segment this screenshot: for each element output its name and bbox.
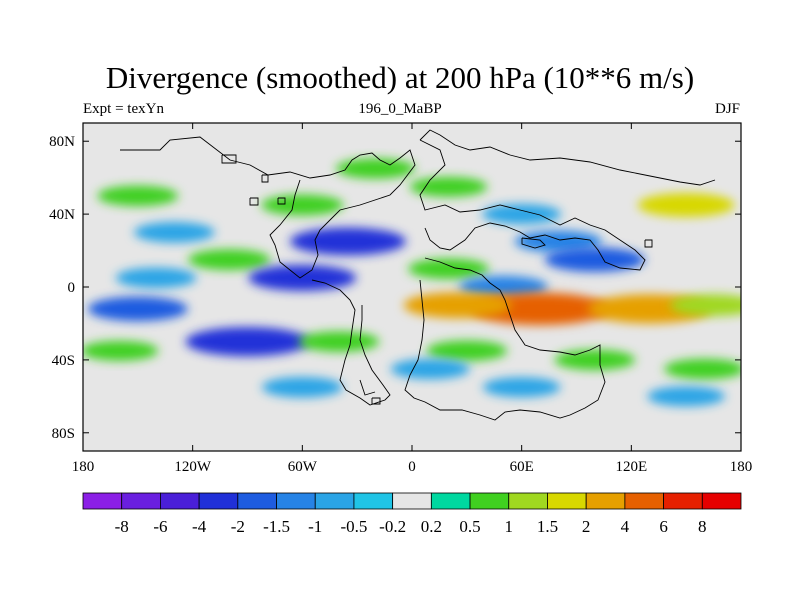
- colorbar-box-8: [392, 492, 432, 510]
- colorbar-box-13: [585, 492, 626, 510]
- colorbar-box-1: [121, 492, 161, 510]
- field-cell-4: [637, 193, 735, 217]
- x-tick-label-6: 180: [730, 459, 753, 475]
- island-outline-5: [644, 239, 653, 248]
- colorbar-box-6: [314, 492, 355, 510]
- field-cell-22: [298, 331, 380, 352]
- field-cell-8: [514, 230, 602, 253]
- subtitle-right: DJF: [714, 101, 740, 117]
- map-axes: 180 120W 60W 0 60E 120E 180 80N 40N 0 40S 80S: [49, 123, 752, 475]
- colorbar-label-15: 8: [698, 517, 707, 536]
- colorbar-boxes: [82, 492, 742, 510]
- colorbar-box-4: [237, 492, 277, 510]
- x-tick-label-5: 120E: [615, 459, 647, 475]
- field-cell-10: [188, 249, 271, 271]
- y-tick-label-4: 80S: [52, 426, 75, 442]
- colorbar-box-15: [663, 492, 703, 510]
- colorbar-box-16: [701, 492, 742, 510]
- field-cell-16: [403, 292, 512, 319]
- x-tick-label-1: 120W: [174, 459, 212, 475]
- colorbar-label-14: 6: [659, 517, 668, 536]
- field-cell-12: [248, 264, 357, 291]
- field-cell-19: [87, 296, 188, 322]
- europe-north-coastline: [419, 129, 716, 186]
- island-outline-4: [221, 154, 237, 164]
- y-tick-label-0: 80N: [49, 134, 75, 150]
- field-cell-9: [544, 247, 645, 272]
- south-america-coastline: [311, 279, 391, 406]
- colorbar-label-8: 0.2: [421, 517, 442, 536]
- island-outline-1: [249, 197, 259, 206]
- x-tick-label-0: 180: [72, 459, 95, 475]
- y-tick-label-2: 0: [68, 280, 76, 296]
- x-tick-label-3: 0: [408, 459, 416, 475]
- colorbar-label-0: -8: [115, 517, 129, 536]
- colorbar-box-7: [353, 492, 394, 510]
- island-outline-3: [261, 174, 269, 183]
- colorbar-labels: -8 -6 -4 -2 -1.5 -1 -0.5 -0.2 0.2 0.5 1 1.5 2 4 6 8: [115, 517, 707, 536]
- field-cell-13: [115, 267, 197, 289]
- colorbar-box-14: [624, 492, 664, 510]
- y-tick-label-1: 40N: [49, 207, 75, 223]
- plot-title: Divergence (smoothed) at 200 hPa (10**6 …: [105, 60, 695, 95]
- colorbar-label-3: -2: [231, 517, 245, 536]
- eurasia-coastline: [419, 139, 646, 271]
- africa-coastline: [404, 257, 606, 421]
- field-cell-21: [83, 340, 159, 361]
- subtitle-center: 196_0_MaBP: [358, 101, 442, 117]
- field-cell-6: [290, 227, 407, 256]
- colorbar-label-9: 0.5: [459, 517, 480, 536]
- field-cell-5: [482, 203, 562, 225]
- field-cell-11: [408, 258, 489, 280]
- colorbar-box-2: [160, 492, 200, 510]
- antarctic-peninsula-outline: [359, 379, 376, 396]
- colorbar-label-13: 4: [621, 517, 630, 536]
- colorbar-label-10: 1: [505, 517, 514, 536]
- x-tick-label-4: 60E: [510, 459, 534, 475]
- subtitle-left: Expt = texYn: [83, 101, 164, 117]
- colorbar-box-0: [82, 492, 123, 510]
- field-cell-28: [482, 377, 561, 398]
- colorbar-label-2: -4: [192, 517, 207, 536]
- x-tick-label-2: 60W: [288, 459, 318, 475]
- colorbar-box-3: [198, 492, 239, 510]
- colorbar-label-12: 2: [582, 517, 591, 536]
- field-cell-20: [185, 327, 310, 357]
- field-cell-1: [261, 194, 344, 216]
- colorbar-box-5: [276, 492, 316, 510]
- contour-fill-layer: [83, 158, 741, 407]
- field-cell-29: [647, 386, 725, 407]
- colorbar-label-6: -0.5: [340, 517, 367, 536]
- colorbar-box-11: [508, 492, 548, 510]
- island-outline-6: [371, 397, 381, 405]
- field-cell-25: [664, 358, 741, 380]
- y-tick-label-3: 40S: [52, 353, 75, 369]
- colorbar-box-12: [547, 492, 587, 510]
- colorbar-label-5: -1: [308, 517, 322, 536]
- colorbar-label-11: 1.5: [537, 517, 558, 536]
- field-cell-23: [426, 340, 508, 362]
- field-cell-14: [458, 275, 548, 299]
- siberia-box-outline: [521, 237, 546, 249]
- field-cell-7: [133, 222, 215, 243]
- field-cell-27: [261, 376, 343, 398]
- north-america-coastline: [120, 136, 416, 279]
- field-cell-0: [97, 185, 179, 207]
- island-outline-2: [277, 197, 286, 205]
- colorbar-box-9: [430, 492, 471, 510]
- colorbar-box-10: [469, 492, 510, 510]
- colorbar-label-4: -1.5: [263, 517, 290, 536]
- colorbar-label-1: -6: [153, 517, 167, 536]
- coastline-outlines: [120, 129, 716, 421]
- field-cell-18: [669, 294, 741, 317]
- colorbar-label-7: -0.2: [379, 517, 406, 536]
- field-cell-2: [335, 158, 416, 179]
